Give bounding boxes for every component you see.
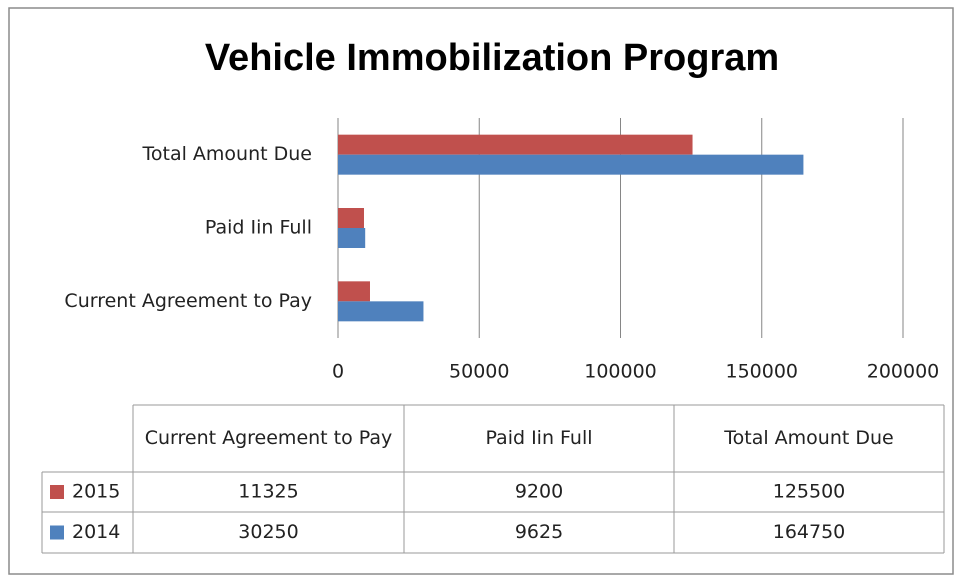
x-tick-label: 0 [332,361,344,383]
x-tick-label: 150000 [725,361,798,383]
bar [338,208,364,228]
bar [338,154,804,175]
chart-frame [8,7,954,575]
y-tick-label: Paid Iin Full [205,217,312,239]
table-header: Current Agreement to Pay [144,426,393,449]
x-tick-label: 50000 [449,361,509,383]
table-value: 125500 [773,481,846,503]
legend-swatch [50,525,64,540]
table-header-text: Current Agreement to Pay [144,426,393,449]
table-value: 30250 [238,521,298,543]
table-value: 164750 [773,521,846,543]
y-tick-label: Current Agreement to Pay [64,290,312,312]
bar [338,301,424,322]
table-header: Total Amount Due [724,426,894,449]
table-value: 9200 [515,481,563,503]
x-tick-label: 100000 [584,361,657,383]
table-value: 11325 [238,481,298,503]
y-tick-label: Total Amount Due [142,143,312,165]
table-header-text: Total Amount Due [724,426,894,449]
bar [338,134,693,155]
legend-swatch [50,485,64,499]
table-value: 9625 [515,521,563,543]
bar [338,228,366,248]
bar [338,281,370,302]
legend-label: 2015 [72,481,120,503]
chart-title: Vehicle Immobilization Program [205,37,779,79]
legend-label: 2014 [72,521,120,543]
table-header: Paid Iin Full [485,426,593,449]
table-header-text: Paid Iin Full [485,426,593,449]
x-tick-label: 200000 [867,361,940,383]
